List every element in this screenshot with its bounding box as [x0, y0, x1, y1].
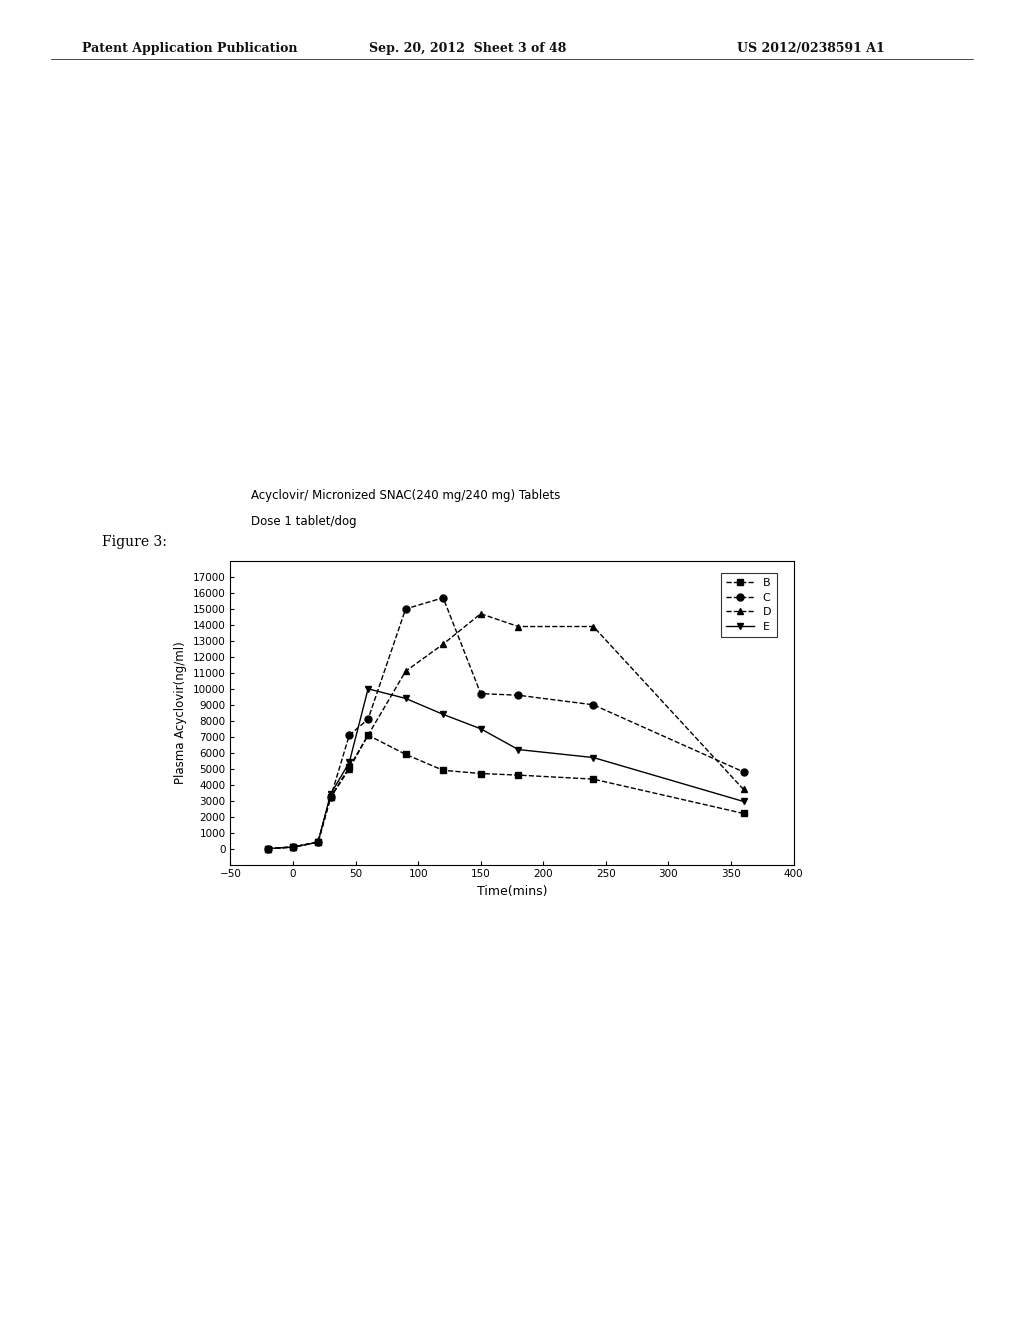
- B: [343, 759, 355, 775]
- B: [287, 840, 299, 855]
- D: [343, 760, 355, 776]
- X-axis label: Time(mins): Time(mins): [477, 884, 547, 898]
- D: [287, 840, 299, 855]
- B: [399, 746, 412, 762]
- Text: Patent Application Publication: Patent Application Publication: [82, 42, 297, 55]
- D: [312, 834, 325, 850]
- Line: B: B: [264, 731, 748, 853]
- C: [474, 685, 486, 701]
- D: [587, 619, 599, 635]
- C: [361, 711, 374, 727]
- B: [361, 727, 374, 743]
- C: [287, 840, 299, 855]
- Line: E: E: [264, 685, 748, 853]
- D: [474, 606, 486, 622]
- D: [399, 664, 412, 680]
- C: [512, 688, 524, 704]
- D: [325, 789, 337, 805]
- E: [512, 742, 524, 758]
- C: [437, 590, 450, 606]
- Text: Figure 3:: Figure 3:: [102, 535, 167, 549]
- B: [474, 766, 486, 781]
- E: [262, 841, 274, 857]
- E: [312, 834, 325, 850]
- Text: US 2012/0238591 A1: US 2012/0238591 A1: [737, 42, 885, 55]
- E: [399, 690, 412, 706]
- C: [325, 789, 337, 805]
- C: [262, 841, 274, 857]
- C: [312, 834, 325, 850]
- D: [361, 727, 374, 743]
- B: [312, 834, 325, 850]
- B: [587, 771, 599, 787]
- E: [587, 750, 599, 766]
- E: [361, 681, 374, 697]
- Line: D: D: [264, 610, 748, 853]
- E: [325, 787, 337, 803]
- C: [399, 601, 412, 616]
- Y-axis label: Plasma Acyclovir(ng/ml): Plasma Acyclovir(ng/ml): [174, 642, 187, 784]
- D: [437, 636, 450, 652]
- B: [737, 805, 750, 821]
- E: [737, 793, 750, 809]
- B: [325, 789, 337, 805]
- E: [437, 706, 450, 722]
- E: [287, 840, 299, 855]
- D: [737, 781, 750, 797]
- D: [512, 619, 524, 635]
- Text: Sep. 20, 2012  Sheet 3 of 48: Sep. 20, 2012 Sheet 3 of 48: [369, 42, 566, 55]
- Text: Acyclovir/ Micronized SNAC(240 mg/240 mg) Tablets: Acyclovir/ Micronized SNAC(240 mg/240 mg…: [251, 488, 560, 502]
- D: [262, 841, 274, 857]
- Legend: B, C, D, E: B, C, D, E: [721, 573, 777, 638]
- E: [343, 755, 355, 771]
- C: [587, 697, 599, 713]
- C: [737, 764, 750, 780]
- Line: C: C: [264, 594, 748, 853]
- Text: Dose 1 tablet/dog: Dose 1 tablet/dog: [251, 515, 356, 528]
- E: [474, 721, 486, 737]
- B: [437, 763, 450, 779]
- B: [512, 767, 524, 783]
- B: [262, 841, 274, 857]
- C: [343, 727, 355, 743]
